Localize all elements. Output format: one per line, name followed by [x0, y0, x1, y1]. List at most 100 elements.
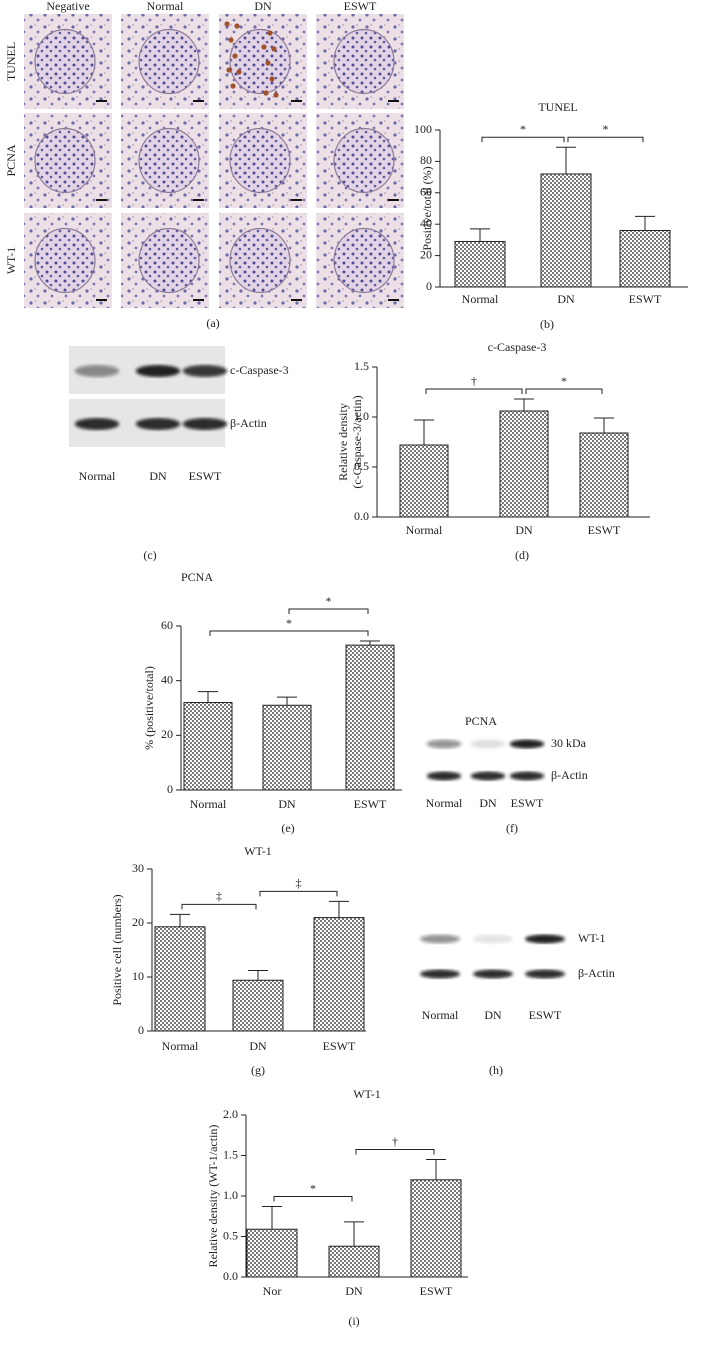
panel-label: (d)	[515, 548, 529, 562]
significance-bracket	[209, 630, 369, 637]
blot-band	[473, 969, 513, 979]
y-tick-label: 0.5	[354, 459, 369, 473]
blot-band	[420, 934, 460, 944]
bar	[410, 1179, 462, 1278]
glomerulus	[333, 28, 395, 95]
y-tick-label: 30	[132, 861, 144, 875]
bar	[454, 240, 506, 288]
blot-band	[509, 739, 545, 749]
panel-label: (h)	[489, 1063, 503, 1077]
stained-nucleus	[263, 90, 269, 96]
x-tick-label: ESWT	[420, 1284, 453, 1298]
micrograph	[121, 213, 209, 308]
significance-mark: *	[326, 594, 332, 608]
y-tick-label: 0.0	[223, 1269, 238, 1283]
glomerulus	[138, 227, 200, 294]
micrograph	[219, 14, 307, 109]
blot-band	[426, 739, 462, 749]
micrograph	[121, 113, 209, 208]
blot-band	[74, 418, 120, 430]
significance-mark: †	[471, 374, 477, 388]
x-tick-label: DN	[345, 1284, 363, 1298]
lane-label: ESWT	[529, 1008, 562, 1022]
y-tick-label: 0	[426, 279, 432, 293]
lane-label: Normal	[79, 469, 116, 483]
y-axis-label: (c-Caspase-3/actin)	[350, 395, 364, 488]
panel-label: (c)	[143, 548, 156, 562]
significance-mark: ‡	[296, 876, 302, 890]
panel-label: (f)	[506, 821, 518, 835]
bar	[579, 432, 629, 518]
blot-band	[135, 365, 181, 377]
y-tick-label: 60	[420, 185, 432, 199]
significance-bracket	[425, 388, 523, 394]
blot-band	[182, 365, 228, 377]
significance-mark: *	[561, 374, 567, 388]
stained-nucleus	[224, 21, 230, 27]
x-tick-label: DN	[557, 292, 575, 306]
chart-title: WT-1	[244, 844, 272, 858]
stained-nucleus	[228, 37, 234, 43]
blot-band	[470, 771, 506, 781]
significance-mark: *	[520, 122, 526, 136]
lane-label: ESWT	[511, 796, 544, 810]
bar	[313, 917, 365, 1032]
micrograph	[121, 14, 209, 109]
blot-band	[182, 418, 228, 430]
bar	[499, 410, 549, 518]
y-tick-label: 1.5	[223, 1147, 238, 1161]
stained-nucleus	[273, 92, 279, 98]
stained-nucleus	[230, 83, 236, 89]
column-label: DN	[254, 0, 272, 13]
lane-label: DN	[479, 796, 497, 810]
glomerulus	[229, 127, 291, 194]
micrograph	[219, 213, 307, 308]
stained-nucleus	[267, 30, 273, 36]
y-tick-label: 20	[132, 915, 144, 929]
bar	[619, 229, 671, 288]
glomerulus	[138, 28, 200, 95]
blot-band	[509, 771, 545, 781]
y-tick-label: 0	[138, 1023, 144, 1037]
band-label: WT-1	[578, 931, 606, 945]
y-axis-label: Positive cell (numbers)	[110, 894, 124, 1005]
bar	[183, 702, 233, 791]
chart-title: TUNEL	[538, 100, 577, 114]
x-tick-label: Normal	[162, 1039, 199, 1053]
blot-title: PCNA	[465, 714, 497, 728]
x-tick-label: Nor	[263, 1284, 282, 1298]
y-tick-label: 0	[167, 782, 173, 796]
micrograph	[24, 113, 112, 208]
x-tick-label: DN	[278, 797, 296, 811]
panel-label: (g)	[251, 1063, 265, 1077]
y-tick-label: 60	[161, 618, 173, 632]
micrograph	[24, 14, 112, 109]
blot-band	[135, 418, 181, 430]
y-axis-label: % (positive/total)	[142, 666, 156, 750]
stained-nucleus	[236, 69, 242, 75]
significance-bracket	[481, 136, 565, 143]
significance-bracket	[567, 136, 644, 143]
blot-band	[74, 365, 120, 377]
significance-bracket	[288, 608, 369, 615]
y-axis-label: Relative density	[336, 403, 350, 481]
x-tick-label: ESWT	[629, 292, 662, 306]
column-label: ESWT	[344, 0, 377, 13]
panel-label: (a)	[206, 316, 219, 330]
x-tick-label: DN	[249, 1039, 267, 1053]
band-label: β-Actin	[551, 768, 588, 782]
chart-title: PCNA	[181, 570, 213, 584]
glomerulus	[34, 28, 96, 95]
lane-label: Normal	[426, 796, 463, 810]
y-tick-label: 0.0	[354, 509, 369, 523]
y-tick-label: 20	[161, 727, 173, 741]
bar	[246, 1228, 298, 1278]
stained-nucleus	[226, 67, 232, 73]
significance-bracket	[181, 903, 257, 910]
significance-mark: †	[392, 1134, 398, 1148]
lane-label: DN	[484, 1008, 502, 1022]
bar	[232, 979, 284, 1032]
lane-label: DN	[149, 469, 167, 483]
glomerulus	[34, 127, 96, 194]
micrograph	[316, 213, 404, 308]
